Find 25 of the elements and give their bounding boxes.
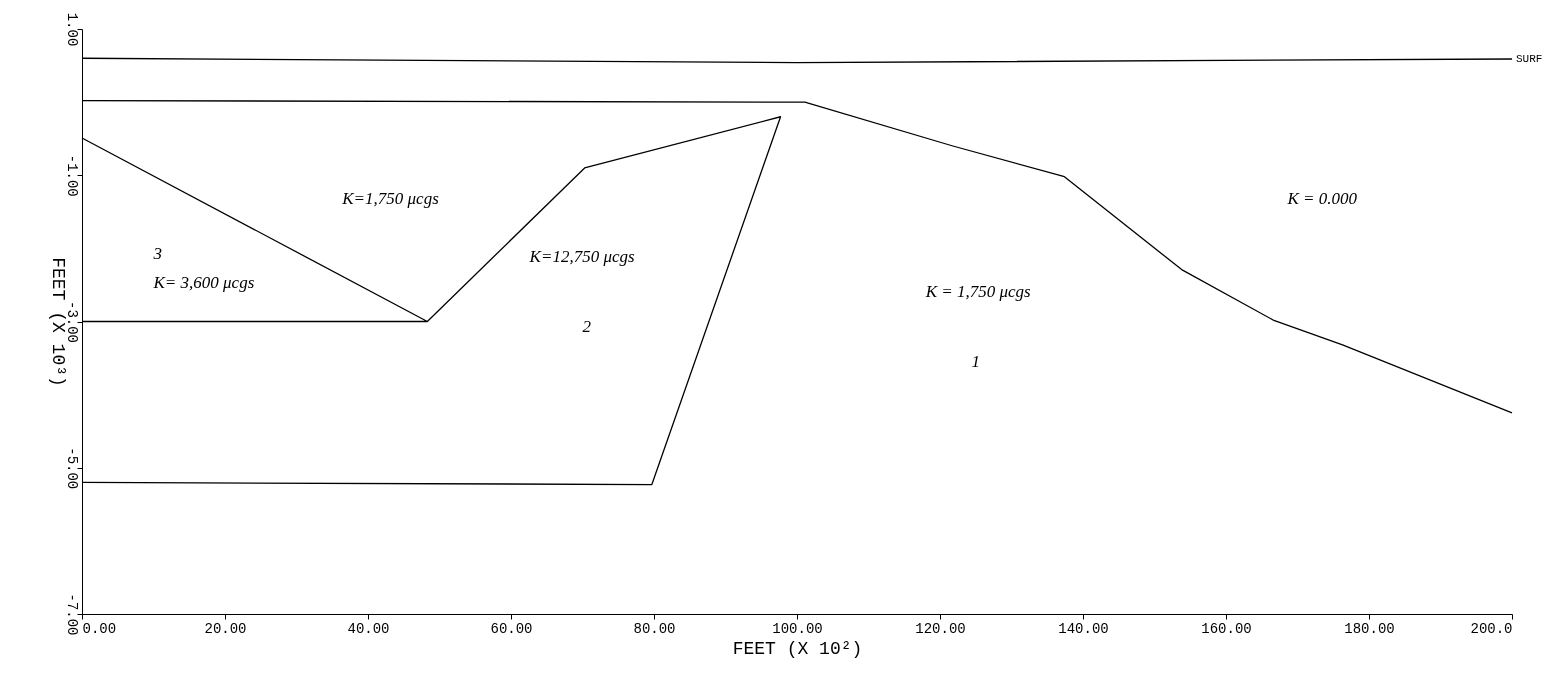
x-tick-label: 0.00 [82, 620, 117, 637]
x-tick-label: 180.00 [1344, 620, 1395, 637]
x-tick-label: 120.00 [915, 620, 966, 637]
x-tick-label: 140.00 [1058, 620, 1109, 637]
annotation: K = 0.000 [1286, 188, 1358, 208]
x-axis-title: FEET (X 10²) [732, 638, 863, 659]
x-tick-label: 200.0 [1470, 620, 1513, 637]
y-tick-label: -7.00 [63, 593, 80, 636]
x-tick-label: 80.00 [633, 620, 676, 637]
x-tick-label: 20.00 [204, 620, 247, 637]
x-tick-label: 160.00 [1201, 620, 1252, 637]
x-tick-label: 100.00 [772, 620, 823, 637]
annotation: 2 [582, 317, 592, 337]
y-tick-label: -1.00 [63, 154, 80, 197]
annotation: K = 1,750 μcgs [924, 282, 1032, 302]
annotation: 3 [152, 244, 162, 264]
annotation: K=12,750 μcgs [528, 247, 635, 267]
y-tick-label: 1.00 [63, 12, 80, 47]
y-tick-label: -5.00 [63, 447, 80, 490]
x-tick-label: 40.00 [347, 620, 390, 637]
x-tick-label: 60.00 [490, 620, 533, 637]
annotation: 1 [971, 352, 980, 372]
annotation: K=1,750 μcgs [341, 188, 440, 208]
annotation: K= 3,600 μcgs [152, 273, 255, 293]
annotation: SURF [1516, 52, 1543, 65]
